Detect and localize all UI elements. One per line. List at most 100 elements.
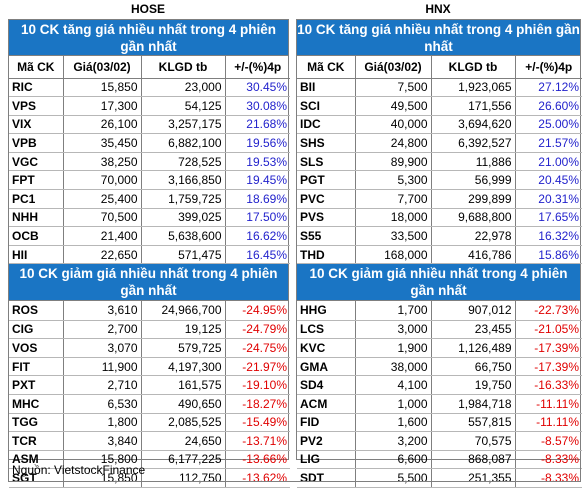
price-cell: 11,900 [63, 357, 142, 377]
volume-cell: 416,786 [431, 245, 516, 265]
change-cell: -24.79% [225, 320, 290, 340]
price-cell: 7,700 [355, 189, 432, 209]
change-cell: -18.27% [225, 394, 290, 414]
table-row: HII 22,650 571,475 16.45% [9, 245, 290, 265]
ticker-cell: VPB [9, 133, 64, 153]
table-row: IDC 40,000 3,694,620 25.00% [297, 115, 582, 135]
volume-cell: 24,966,700 [141, 301, 226, 321]
volume-cell: 5,638,600 [141, 226, 226, 246]
ticker-cell: FPT [9, 170, 64, 191]
change-cell: -13.71% [225, 431, 290, 451]
hnx-title: HNX [425, 2, 451, 16]
table-row: MHC 6,530 490,650 -18.27% [9, 394, 290, 414]
volume-cell: 3,257,175 [141, 115, 226, 135]
source-note: Nguồn: VietstockFinance [8, 460, 581, 482]
table-row: PXT 2,710 161,575 -19.10% [9, 375, 290, 395]
volume-cell: 557,815 [431, 413, 516, 433]
price-cell: 21,400 [63, 226, 142, 246]
ticker-cell: SHS [297, 133, 356, 153]
volume-cell: 54,125 [141, 96, 226, 116]
table-row: SLS 89,900 11,886 21.00% [297, 152, 582, 172]
table-row: VPB 35,450 6,882,100 19.56% [9, 133, 290, 153]
volume-cell: 66,750 [431, 357, 516, 377]
table-row: HHG 1,700 907,012 -22.73% [297, 301, 582, 321]
change-cell: -8.57% [515, 431, 582, 451]
price-cell: 1,600 [355, 413, 432, 433]
price-cell: 25,400 [63, 189, 142, 209]
price-cell: 24,800 [355, 133, 432, 153]
table-row: NHH 70,500 399,025 17.50% [9, 208, 290, 228]
price-cell: 38,250 [63, 152, 142, 172]
table-row: TGG 1,800 2,085,525 -15.49% [9, 413, 290, 433]
hnx-panel: 10 CK tăng giá nhiều nhất trong 4 phiên … [296, 19, 582, 488]
ticker-cell: SCI [297, 96, 356, 116]
volume-cell: 3,694,620 [431, 115, 516, 135]
change-cell: 17.65% [515, 208, 582, 228]
table-row: FPT 70,000 3,166,850 19.45% [9, 170, 290, 191]
column-header: Mã CK [297, 56, 356, 79]
price-cell: 2,700 [63, 320, 142, 340]
change-cell: 20.45% [515, 170, 582, 191]
change-cell: -11.11% [515, 394, 582, 414]
volume-cell: 4,197,300 [141, 357, 226, 377]
change-cell: 17.50% [225, 208, 290, 228]
change-cell: 21.57% [515, 133, 582, 153]
column-header: KLGD tb [141, 56, 226, 79]
price-cell: 15,800 [63, 450, 142, 470]
price-cell: 6,530 [63, 394, 142, 414]
price-cell: 6,600 [355, 450, 432, 470]
table-row: SCI 49,500 171,556 26.60% [297, 96, 582, 116]
ticker-cell: PC1 [9, 189, 64, 209]
change-cell: 16.62% [225, 226, 290, 246]
ticker-cell: PVS [297, 208, 356, 228]
table-row: THD 168,000 416,786 15.86% [297, 245, 582, 265]
change-cell: -15.49% [225, 413, 290, 433]
change-cell: -21.97% [225, 357, 290, 377]
ticker-cell: BII [297, 78, 356, 98]
change-cell: 15.86% [515, 245, 582, 265]
table-header-row: Mã CK Giá(03/02) KLGD tb +/-(%)4p [9, 56, 290, 79]
ticker-cell: PGT [297, 170, 356, 191]
volume-cell: 728,525 [141, 152, 226, 172]
ticker-cell: FID [297, 413, 356, 433]
change-cell: -17.39% [515, 357, 582, 377]
table-row: TCR 3,840 24,650 -13.71% [9, 431, 290, 451]
table-row: ROS 3,610 24,966,700 -24.95% [9, 301, 290, 321]
ticker-cell: THD [297, 245, 356, 265]
volume-cell: 9,688,800 [431, 208, 516, 228]
ticker-cell: PV2 [297, 431, 356, 451]
table-row: RIC 15,850 23,000 30.45% [9, 78, 290, 98]
table-row: LIG 6,600 868,087 -8.33% [297, 450, 582, 470]
ticker-cell: S55 [297, 226, 356, 246]
ticker-cell: ROS [9, 301, 64, 321]
hose-title: HOSE [130, 2, 165, 16]
column-header: Mã CK [9, 56, 64, 79]
volume-cell: 6,177,225 [141, 450, 226, 470]
table-row: PC1 25,400 1,759,725 18.69% [9, 189, 290, 209]
price-cell: 1,000 [355, 394, 432, 414]
ticker-cell: SD4 [297, 375, 356, 395]
table-row: SD4 4,100 19,750 -16.33% [297, 375, 582, 395]
price-cell: 89,900 [355, 152, 432, 172]
table-row: OCB 21,400 5,638,600 16.62% [9, 226, 290, 246]
change-cell: -13.66% [225, 450, 290, 470]
price-cell: 26,100 [63, 115, 142, 135]
column-header: +/-(%)4p [515, 56, 582, 79]
volume-cell: 2,085,525 [141, 413, 226, 433]
table-row: KVC 1,900 1,126,489 -17.39% [297, 338, 582, 358]
change-cell: 16.45% [225, 245, 290, 265]
ticker-cell: RIC [9, 78, 64, 98]
volume-cell: 1,923,065 [431, 78, 516, 98]
volume-cell: 161,575 [141, 375, 226, 395]
ticker-cell: OCB [9, 226, 64, 246]
volume-cell: 6,882,100 [141, 133, 226, 153]
price-cell: 3,610 [63, 301, 142, 321]
volume-cell: 19,125 [141, 320, 226, 340]
price-cell: 5,300 [355, 170, 432, 191]
ticker-cell: PXT [9, 375, 64, 395]
table-header-row: Mã CK Giá(03/02) KLGD tb +/-(%)4p [297, 56, 582, 79]
column-header: KLGD tb [431, 56, 516, 79]
change-cell: 30.45% [225, 78, 290, 98]
ticker-cell: FIT [9, 357, 64, 377]
table-row: CIG 2,700 19,125 -24.79% [9, 320, 290, 340]
